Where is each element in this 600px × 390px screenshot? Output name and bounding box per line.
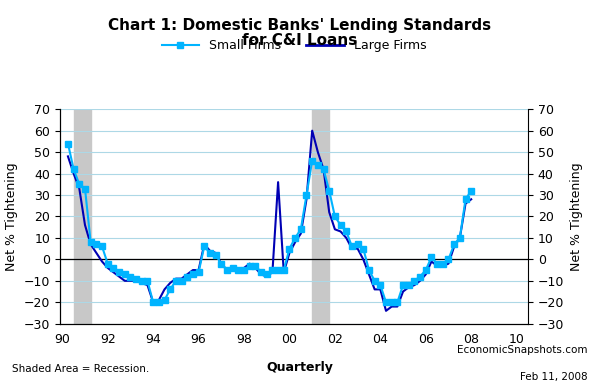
Text: Shaded Area = Recession.: Shaded Area = Recession. <box>12 364 149 374</box>
Y-axis label: Net % Tightening: Net % Tightening <box>5 162 19 271</box>
Legend: Small Firms, Large Firms: Small Firms, Large Firms <box>157 34 431 57</box>
Text: Quarterly: Quarterly <box>266 362 334 374</box>
Text: Feb 11, 2008: Feb 11, 2008 <box>520 372 588 382</box>
Bar <box>74 109 91 324</box>
Bar <box>312 109 329 324</box>
Text: for C&I Loans: for C&I Loans <box>242 33 358 48</box>
Text: EconomicSnapshots.com: EconomicSnapshots.com <box>458 345 588 355</box>
Y-axis label: Net % Tightening: Net % Tightening <box>569 162 583 271</box>
Text: Chart 1: Domestic Banks' Lending Standards: Chart 1: Domestic Banks' Lending Standar… <box>109 18 491 32</box>
